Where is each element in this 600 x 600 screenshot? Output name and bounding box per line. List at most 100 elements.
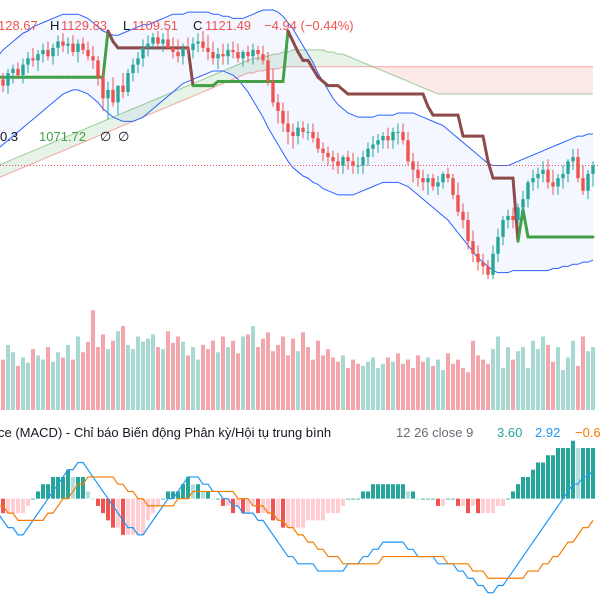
na-symbol-2: ∅ [118, 129, 129, 144]
volume-bar [166, 331, 170, 410]
candle-body [1, 79, 5, 86]
candle-body [246, 52, 250, 57]
price-pane[interactable] [0, 9, 600, 279]
volume-bar [1, 359, 5, 410]
candle-body [326, 152, 330, 158]
supertrend-segment [486, 159, 495, 180]
candle-body [21, 64, 25, 76]
macd-histogram-bar [136, 498, 140, 535]
volume-bar [586, 351, 590, 410]
macd-histogram-bar [561, 448, 565, 499]
candle-body [41, 49, 45, 55]
volume-bar [136, 336, 140, 410]
volume-bar [226, 347, 230, 410]
macd-histogram-bar [456, 498, 460, 506]
macd-histogram-bar [101, 498, 105, 514]
volume-bar [326, 349, 330, 410]
candle-body [301, 127, 305, 132]
volume-bar [506, 347, 510, 410]
volume-bar [6, 344, 10, 410]
high-prefix: H [50, 18, 59, 33]
candle-body [526, 182, 530, 200]
cloud-segment [413, 66, 418, 86]
volume-bar [386, 357, 390, 410]
volume-bar [151, 334, 155, 410]
volume-bar [491, 349, 495, 410]
macd-histogram-bar [381, 484, 385, 499]
macd-histogram-bar [236, 498, 240, 506]
volume-bar [121, 326, 125, 410]
volume-bar [296, 351, 300, 410]
macd-histogram-bar [81, 476, 85, 499]
volume-bar [541, 336, 545, 410]
volume-bar [406, 359, 410, 410]
candle-body [121, 85, 125, 92]
macd-histogram-bar [281, 498, 285, 528]
candle-body [291, 131, 295, 137]
cloud-segment [543, 66, 548, 95]
macd-histogram-bar [276, 498, 280, 521]
volume-bar [571, 340, 575, 410]
candle-body [251, 49, 255, 57]
macd-histogram-bar [316, 498, 320, 521]
cloud-segment [313, 49, 318, 67]
macd-histogram-bar [166, 491, 170, 499]
volume-bar [501, 368, 505, 410]
cloud-segment [328, 52, 333, 67]
volume-bar [201, 344, 205, 410]
volume-bar [271, 351, 275, 410]
volume-bar [276, 344, 280, 410]
low-prefix: L [123, 18, 130, 33]
macd-histogram-bar [371, 484, 375, 499]
macd-histogram-bar [576, 448, 580, 499]
candle-body [31, 58, 35, 61]
candle-body [401, 131, 405, 141]
volume-bar [101, 334, 105, 410]
candle-body [66, 43, 70, 46]
macd-pane[interactable] [0, 440, 595, 594]
supertrend-value: 1071.72 [39, 129, 86, 144]
volume-bar [426, 357, 430, 410]
macd-histogram-bar [511, 491, 515, 499]
candle-body [276, 102, 280, 111]
volume-bar [576, 365, 580, 410]
candle-body [196, 41, 200, 44]
macd-histogram-bar [286, 498, 290, 528]
cloud-segment [578, 66, 583, 95]
indicator-left-value: 0.3 [0, 129, 18, 144]
candle-body [461, 211, 465, 221]
candle-body [236, 52, 240, 59]
macd-histogram-bar [121, 498, 125, 535]
close-value: 1121.49 [205, 18, 251, 33]
macd-histogram-bar [211, 498, 215, 500]
cloud-segment [393, 66, 398, 78]
macd-histogram-bar [571, 440, 575, 499]
cloud-segment [278, 52, 283, 69]
macd-histogram-bar [541, 462, 545, 499]
macd-histogram-bar [341, 498, 345, 506]
supertrend-segment [306, 58, 315, 71]
cloud-segment [348, 56, 353, 67]
volume-bar [291, 338, 295, 410]
cloud-segment [43, 144, 48, 160]
volume-bar [211, 340, 215, 410]
candle-body [441, 173, 445, 183]
volume-bar [81, 352, 85, 410]
volume-bar [61, 357, 65, 410]
candle-body [411, 161, 415, 170]
volume-bar [416, 355, 420, 410]
macd-histogram-bar [251, 498, 255, 506]
macd-histogram-bar [241, 498, 245, 514]
cloud-segment [183, 85, 188, 101]
candle-body [581, 178, 585, 191]
volume-bar [591, 347, 595, 410]
candle-body [481, 262, 485, 267]
candle-body [366, 148, 370, 158]
macd-histogram-bar [146, 498, 150, 521]
cloud-segment [18, 155, 23, 170]
cloud-segment [463, 66, 468, 95]
macd-histogram-bar [441, 498, 445, 506]
volume-bar [371, 357, 375, 410]
macd-histogram-bar [486, 498, 490, 514]
